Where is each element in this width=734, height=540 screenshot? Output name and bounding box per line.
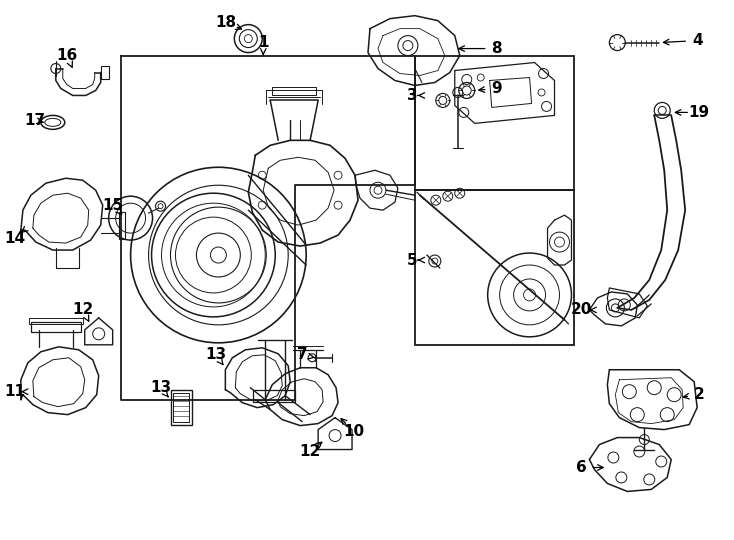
Text: 16: 16 <box>56 48 77 63</box>
Text: 19: 19 <box>688 105 710 120</box>
Text: 4: 4 <box>692 33 702 48</box>
Text: 3: 3 <box>407 88 417 103</box>
Bar <box>119 212 125 239</box>
Text: 9: 9 <box>491 81 502 96</box>
Text: 12: 12 <box>299 444 321 459</box>
Text: 5: 5 <box>407 253 417 267</box>
Text: 17: 17 <box>24 113 46 128</box>
Text: 18: 18 <box>216 15 237 30</box>
Bar <box>415 190 575 345</box>
Bar <box>101 65 109 79</box>
Text: 15: 15 <box>102 198 123 213</box>
Text: 8: 8 <box>491 41 502 56</box>
Text: 6: 6 <box>576 460 586 475</box>
Text: 1: 1 <box>258 35 269 50</box>
Text: 10: 10 <box>344 424 365 439</box>
Text: 14: 14 <box>4 231 26 246</box>
Bar <box>253 390 295 402</box>
Text: 2: 2 <box>694 387 705 402</box>
Bar <box>29 318 83 324</box>
Bar <box>170 390 192 424</box>
Bar <box>173 393 189 422</box>
Bar <box>31 322 81 332</box>
Text: 13: 13 <box>205 347 226 362</box>
Text: 7: 7 <box>297 347 308 362</box>
Text: 12: 12 <box>72 302 93 318</box>
Text: 13: 13 <box>150 380 171 395</box>
Bar <box>272 87 316 96</box>
Text: 20: 20 <box>571 302 592 318</box>
Bar <box>415 56 575 190</box>
Text: 11: 11 <box>4 384 26 399</box>
